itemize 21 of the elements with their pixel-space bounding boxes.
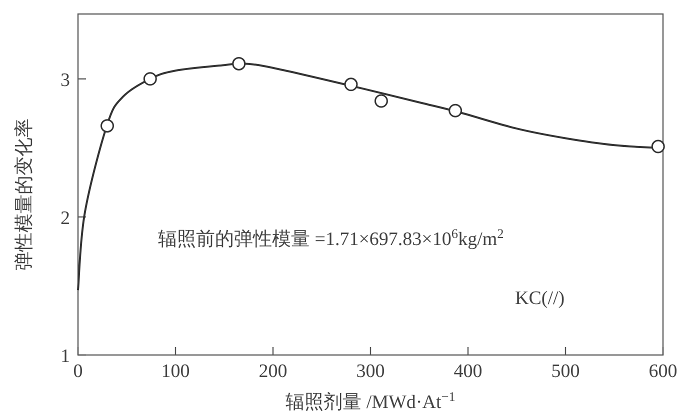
x-tick-label: 0 [73, 361, 83, 382]
y-tick-label: 1 [60, 346, 70, 367]
x-tick-label: 500 [551, 361, 580, 382]
point [448, 104, 462, 118]
point [143, 72, 157, 86]
point [100, 119, 114, 133]
point [232, 56, 246, 70]
x-axis-title: 辐照剂量 /MWd·At$^{−1}$ [286, 388, 456, 413]
annotation: KC(//) [515, 288, 565, 309]
point [374, 94, 388, 108]
annotation: 辐照前的弹性模量 =1.71×697.83×10$^{6}$kg/m$^{2}$ [158, 226, 504, 250]
x-tick-label: 600 [648, 361, 678, 382]
point [651, 140, 665, 154]
x-tick-label: 300 [356, 361, 385, 382]
x-tick-label: 200 [258, 361, 288, 382]
y-axis-title: 弹性模量的变化率 [13, 118, 35, 270]
point [344, 78, 358, 92]
y-tick-label: 2 [60, 208, 70, 229]
x-tick-label: 400 [454, 361, 482, 382]
x-tick-label: 100 [161, 361, 190, 382]
y-tick-label: 3 [60, 70, 70, 91]
